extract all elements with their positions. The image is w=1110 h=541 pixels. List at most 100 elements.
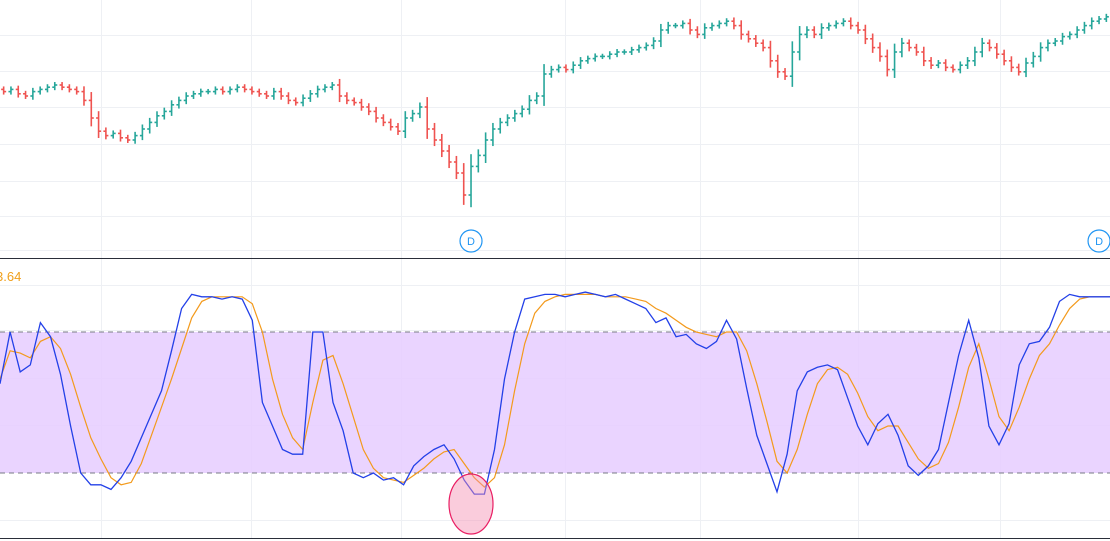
ohlc-bar[interactable]	[599, 53, 605, 60]
ohlc-bar[interactable]	[621, 49, 627, 55]
ohlc-bar[interactable]	[497, 117, 503, 134]
ohlc-bar[interactable]	[315, 85, 321, 98]
ohlc-bar[interactable]	[373, 106, 379, 123]
ohlc-bar[interactable]	[848, 17, 854, 30]
ohlc-bar[interactable]	[987, 39, 993, 52]
ohlc-bar[interactable]	[59, 82, 65, 91]
ohlc-bar[interactable]	[1016, 63, 1022, 76]
ohlc-bar[interactable]	[212, 86, 218, 95]
ohlc-bar[interactable]	[614, 49, 620, 58]
ohlc-bar[interactable]	[96, 111, 102, 139]
ohlc-bar[interactable]	[453, 155, 459, 180]
ohlc-bar[interactable]	[767, 40, 773, 68]
ohlc-bar[interactable]	[446, 144, 452, 169]
ohlc-bar[interactable]	[505, 114, 511, 127]
ohlc-bar[interactable]	[358, 98, 364, 111]
ohlc-bar[interactable]	[169, 100, 175, 116]
ohlc-bar[interactable]	[833, 20, 839, 29]
ohlc-bar[interactable]	[110, 130, 116, 139]
ohlc-bar[interactable]	[468, 154, 474, 208]
ohlc-bar[interactable]	[198, 88, 204, 97]
ohlc-bar[interactable]	[943, 59, 949, 72]
ohlc-bar[interactable]	[643, 42, 649, 51]
ohlc-bar[interactable]	[716, 20, 722, 29]
ohlc-bar[interactable]	[840, 18, 846, 27]
ohlc-bar[interactable]	[592, 53, 598, 62]
ohlc-bar[interactable]	[74, 86, 80, 95]
ohlc-bar[interactable]	[388, 118, 394, 131]
ohlc-bar[interactable]	[227, 86, 233, 95]
ohlc-bar[interactable]	[1023, 57, 1029, 78]
ohlc-bar[interactable]	[220, 86, 226, 95]
ohlc-bar[interactable]	[921, 46, 927, 67]
ohlc-bar[interactable]	[176, 96, 182, 109]
ohlc-bar[interactable]	[395, 123, 401, 135]
ohlc-bar[interactable]	[526, 95, 532, 115]
ohlc-bar[interactable]	[125, 134, 131, 143]
ohlc-bar[interactable]	[1103, 13, 1109, 22]
ohlc-bar[interactable]	[658, 23, 664, 48]
ohlc-bar[interactable]	[439, 133, 445, 158]
ohlc-bar[interactable]	[351, 97, 357, 106]
ohlc-bar[interactable]	[1038, 42, 1044, 62]
ohlc-bar[interactable]	[687, 18, 693, 35]
ohlc-bar[interactable]	[972, 46, 978, 67]
ohlc-bar[interactable]	[913, 43, 919, 56]
ohlc-bar[interactable]	[271, 87, 277, 100]
ohlc-bar[interactable]	[994, 43, 1000, 59]
ohlc-bar[interactable]	[249, 86, 255, 95]
ohlc-bar[interactable]	[264, 90, 270, 99]
ohlc-bar[interactable]	[651, 37, 657, 50]
ohlc-bar[interactable]	[147, 117, 153, 134]
ohlc-bar[interactable]	[760, 39, 766, 52]
ohlc-bar[interactable]	[242, 84, 248, 93]
ohlc-bar[interactable]	[52, 82, 58, 91]
ohlc-bar[interactable]	[957, 61, 963, 74]
ohlc-bar[interactable]	[797, 26, 803, 61]
ohlc-bar[interactable]	[344, 92, 350, 105]
ohlc-bar[interactable]	[541, 64, 547, 106]
ohlc-bar[interactable]	[950, 64, 956, 73]
ohlc-bar[interactable]	[380, 114, 386, 127]
ohlc-bar[interactable]	[1060, 32, 1066, 45]
ohlc-bar[interactable]	[870, 33, 876, 53]
ohlc-bar[interactable]	[366, 103, 372, 116]
ohlc-bar[interactable]	[979, 37, 985, 58]
ohlc-bar[interactable]	[563, 64, 569, 73]
ohlc-bar[interactable]	[826, 22, 832, 31]
ohlc-bar[interactable]	[30, 87, 36, 100]
ohlc-bar[interactable]	[738, 20, 744, 40]
ohlc-bar[interactable]	[731, 17, 737, 30]
ohlc-bar[interactable]	[44, 84, 50, 93]
ohlc-bar[interactable]	[15, 85, 21, 98]
ohlc-bar[interactable]	[578, 57, 584, 69]
ohlc-bar[interactable]	[417, 102, 423, 119]
ohlc-bar[interactable]	[789, 41, 795, 87]
ohlc-bar[interactable]	[1074, 26, 1080, 39]
ohlc-bar[interactable]	[461, 163, 467, 205]
ohlc-bar[interactable]	[1096, 16, 1102, 25]
ohlc-bar[interactable]	[424, 97, 430, 139]
ohlc-bar[interactable]	[672, 22, 678, 29]
ohlc-bar[interactable]	[534, 92, 540, 105]
ohlc-bar[interactable]	[782, 68, 788, 80]
ohlc-bar[interactable]	[475, 149, 481, 173]
ohlc-bar[interactable]	[1008, 56, 1014, 72]
ohlc-bar[interactable]	[906, 39, 912, 52]
ohlc-bar[interactable]	[1045, 39, 1051, 52]
ohlc-bar[interactable]	[37, 86, 43, 95]
ohlc-bar[interactable]	[746, 30, 752, 43]
ohlc-bar[interactable]	[702, 23, 708, 39]
ohlc-bar[interactable]	[804, 26, 810, 39]
ohlc-bar[interactable]	[1001, 49, 1007, 66]
ohlc-bar[interactable]	[1089, 17, 1095, 30]
ohlc-bar[interactable]	[234, 84, 240, 93]
ohlc-bar[interactable]	[694, 26, 700, 39]
ohlc-bar[interactable]	[23, 90, 29, 99]
ohlc-bar[interactable]	[884, 49, 890, 77]
ohlc-bar[interactable]	[483, 132, 489, 163]
ohlc-bar[interactable]	[862, 24, 868, 45]
ohlc-bar[interactable]	[103, 127, 109, 140]
ohlc-bar[interactable]	[183, 92, 189, 105]
